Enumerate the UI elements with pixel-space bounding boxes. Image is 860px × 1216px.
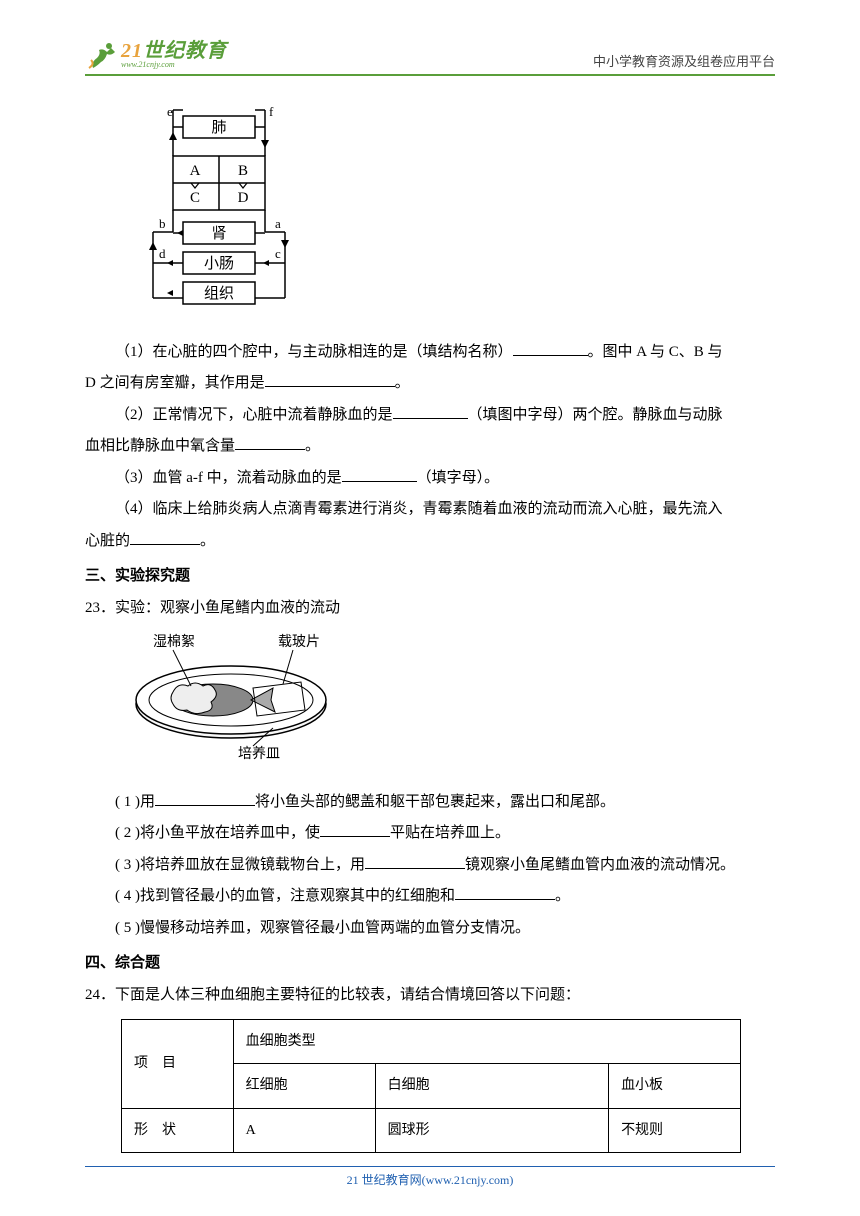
q1-line1: （1）在心脏的四个腔中，与主动脉相连的是（填结构名称）。图中 A 与 C、B 与: [85, 337, 775, 369]
blank-q23-1: [155, 805, 255, 806]
blank-q3: [342, 481, 417, 482]
table-row-shape: 形 状: [122, 1108, 234, 1152]
q3-line: （3）血管 a-f 中，流着动脉血的是（填字母）。: [85, 463, 775, 495]
q23-5: ( 5 )慢慢移动培养皿，观察管径最小血管两端的血管分支情况。: [85, 913, 775, 945]
blank-q1-1: [513, 355, 588, 356]
table-shape-rbc: A: [233, 1108, 375, 1152]
diagram-intestine-label: 小肠: [204, 255, 234, 272]
diagram-label-B: B: [238, 163, 248, 179]
diagram-kidney-label: 肾: [211, 225, 226, 242]
blank-q23-2: [320, 836, 390, 837]
table-col-rbc: 红细胞: [233, 1064, 375, 1108]
table-col-plt: 血小板: [609, 1064, 741, 1108]
table-shape-wbc: 圆球形: [375, 1108, 608, 1152]
page-header: 21世纪教育 www.21cnjy.com 中小学教育资源及组卷应用平台: [85, 40, 775, 76]
comparison-table: 项 目 血细胞类型 红细胞 白细胞 血小板 形 状 A 圆球形 不规则: [121, 1019, 741, 1153]
section-3-title: 三、实验探究题: [85, 561, 775, 593]
section-4-title: 四、综合题: [85, 948, 775, 980]
table-col-wbc: 白细胞: [375, 1064, 608, 1108]
header-subtitle: 中小学教育资源及组卷应用平台: [593, 51, 775, 70]
circulation-diagram: 肺 e f A B C D: [125, 100, 775, 323]
diagram-label-e: e: [167, 104, 173, 119]
logo-cn: 世纪教育: [143, 40, 227, 62]
blank-q2-2: [235, 449, 305, 450]
table-header-type: 血细胞类型: [233, 1020, 740, 1064]
logo-url: www.21cnjy.com: [121, 61, 227, 69]
logo-running-icon: [85, 40, 119, 70]
blank-q23-3: [365, 868, 465, 869]
fish-label-dish: 培养皿: [238, 746, 280, 762]
q4-line1: （4）临床上给肺炎病人点滴青霉素进行消炎，青霉素随着血液的流动而流入心脏，最先流…: [85, 494, 775, 526]
diagram-label-f: f: [269, 104, 274, 119]
blank-q4: [130, 544, 200, 545]
fish-label-cotton: 湿棉絮: [153, 633, 195, 650]
q1-line2: D 之间有房室瓣，其作用是。: [85, 368, 775, 400]
blank-q23-4: [455, 899, 555, 900]
footer-text: 21 世纪教育网(www.21cnjy.com): [347, 1173, 514, 1187]
diagram-tissue-label: 组织: [204, 285, 234, 302]
logo-21: 21: [121, 40, 143, 62]
diagram-label-b: b: [159, 216, 166, 231]
diagram-label-C: C: [190, 190, 200, 206]
q23-4: ( 4 )找到管径最小的血管，注意观察其中的红细胞和。: [85, 881, 775, 913]
diagram-label-A: A: [190, 163, 201, 179]
table-header-proj: 项 目: [122, 1020, 234, 1109]
diagram-label-d: d: [159, 246, 166, 261]
page-footer: 21 世纪教育网(www.21cnjy.com): [0, 1166, 860, 1188]
diagram-label-D: D: [238, 190, 249, 206]
diagram-label-a: a: [275, 216, 281, 231]
q23-3: ( 3 )将培养皿放在显微镜载物台上，用镜观察小鱼尾鳍血管内血液的流动情况。: [85, 850, 775, 882]
content: 肺 e f A B C D: [85, 100, 775, 1153]
fish-label-slide: 载玻片: [278, 634, 320, 650]
blank-q2-1: [393, 418, 468, 419]
blank-q1-2: [265, 386, 395, 387]
q2-line2: 血相比静脉血中氧含量。: [85, 431, 775, 463]
diagram-lung-label: 肺: [211, 119, 226, 136]
q2-line1: （2）正常情况下，心脏中流着静脉血的是（填图中字母）两个腔。静脉血与动脉: [85, 400, 775, 432]
fish-diagram: 湿棉絮 载玻片 培养皿: [123, 632, 775, 775]
q23-intro: 23．实验：观察小鱼尾鳍内血液的流动: [85, 593, 775, 625]
q4-line2: 心脏的。: [85, 526, 775, 558]
q24-intro: 24．下面是人体三种血细胞主要特征的比较表，请结合情境回答以下问题：: [85, 980, 775, 1012]
q23-1: ( 1 )用将小鱼头部的鳃盖和躯干部包裹起来，露出口和尾部。: [85, 787, 775, 819]
q23-2: ( 2 )将小鱼平放在培养皿中，使平贴在培养皿上。: [85, 818, 775, 850]
diagram-label-c: c: [275, 246, 281, 261]
footer-line: [85, 1166, 775, 1167]
logo-text: 21世纪教育 www.21cnjy.com: [121, 41, 227, 69]
table-shape-plt: 不规则: [609, 1108, 741, 1152]
logo: 21世纪教育 www.21cnjy.com: [85, 40, 227, 70]
